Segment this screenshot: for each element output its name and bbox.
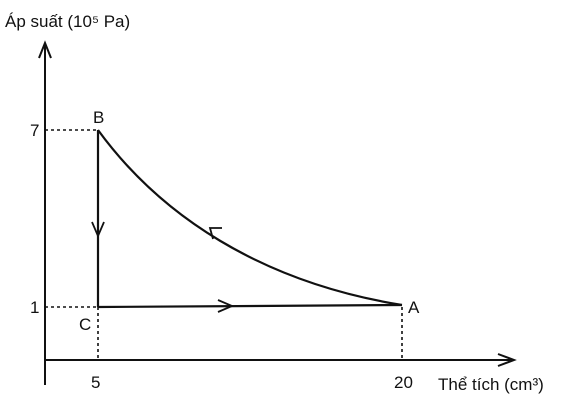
x-tick-label: 5 <box>91 373 100 392</box>
y-axis-label: Áp suất (10⁵ Pa) <box>5 12 130 31</box>
y-tick-label: 7 <box>30 121 39 140</box>
x-axis-label: Thể tích (cm³) <box>438 375 544 394</box>
y-tick-label: 1 <box>30 298 39 317</box>
y-axis-arrow <box>38 40 52 59</box>
x-axis-arrow <box>497 353 517 367</box>
direction-arrow <box>91 221 105 239</box>
x-tick-label: 20 <box>394 373 413 392</box>
direction-arrow <box>208 227 222 240</box>
point-label: C <box>79 315 91 334</box>
process-ca <box>97 303 403 309</box>
point-label: A <box>408 298 420 317</box>
point-label: B <box>93 108 104 127</box>
process-ab <box>97 129 403 307</box>
direction-arrow <box>217 299 235 313</box>
